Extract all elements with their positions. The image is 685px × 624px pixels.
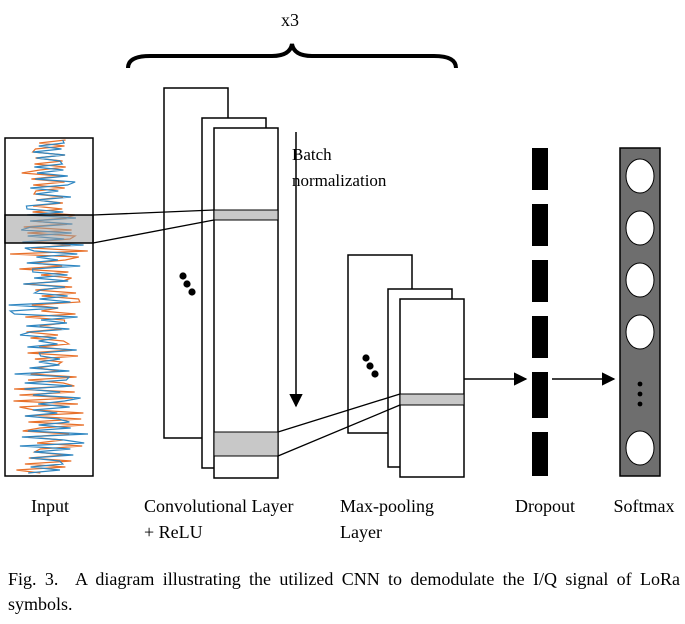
label-pool-line1: Max-pooling: [340, 496, 434, 516]
figure-caption: Fig. 3. A diagram illustrating the utili…: [8, 567, 680, 617]
conv-feature-map-3: [213, 127, 279, 479]
label-pool-line2: Layer: [340, 522, 382, 542]
batch-norm-label-line1: Batch: [292, 145, 332, 164]
label-input: Input: [31, 496, 69, 516]
pool-feature-map-3: [399, 298, 465, 478]
input-highlight-window: [4, 214, 94, 244]
caption-prefix: Fig. 3.: [8, 569, 59, 589]
label-dropout: Dropout: [515, 496, 575, 516]
in-phase-signal-line: [8, 139, 89, 474]
conv-layer-stack: [163, 87, 279, 479]
conv-highlight-top: [213, 209, 279, 221]
caption-text: A diagram illustrating the utilized CNN …: [8, 569, 681, 614]
softmax-neuron: [625, 210, 655, 246]
pool-highlight: [399, 393, 465, 406]
label-conv-line2: + ReLU: [144, 522, 203, 542]
conv-highlight-bottom: [213, 431, 279, 457]
dropout-layer: [532, 148, 548, 476]
label-softmax: Softmax: [614, 496, 675, 516]
softmax-neuron: [625, 314, 655, 350]
connector-conv-pool-bottom: [277, 404, 401, 457]
softmax-ellipsis-icon: [637, 381, 643, 407]
cnn-architecture-diagram: x3 Batch normalization: [4, 10, 675, 542]
softmax-neuron: [625, 158, 655, 194]
connector-input-conv-bottom: [92, 219, 215, 244]
pool-layer-stack: [347, 254, 465, 478]
connector-input-conv-top: [92, 209, 215, 216]
repeat-label: x3: [281, 10, 299, 30]
label-conv-line1: Convolutional Layer: [144, 496, 293, 516]
softmax-neuron: [625, 430, 655, 466]
softmax-neuron: [625, 262, 655, 298]
conv-ellipsis-icon: [179, 272, 196, 296]
batch-norm-label-line2: normalization: [292, 171, 387, 190]
pool-ellipsis-icon: [362, 354, 379, 378]
connector-conv-pool-top: [277, 393, 401, 433]
softmax-layer: [619, 147, 661, 477]
repeat-brace: [126, 43, 458, 69]
input-signal-panel: [4, 137, 94, 477]
